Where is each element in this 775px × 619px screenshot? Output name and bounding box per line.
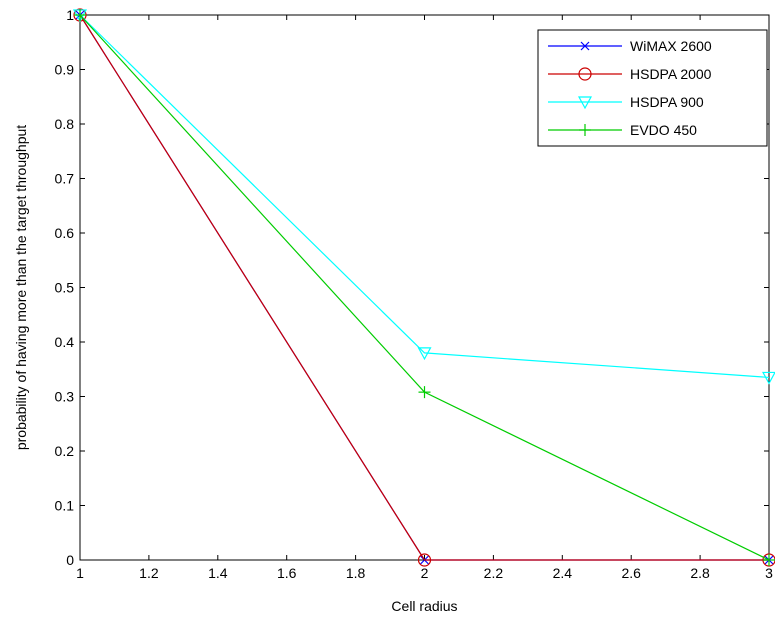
data-point-hsdpa-900 <box>417 347 432 361</box>
series-line-hsdpa-2000 <box>79 14 769 561</box>
x-tick-label: 2.8 <box>690 565 710 581</box>
series-line-hsdpa-900 <box>79 14 770 379</box>
y-tick-label: 0.1 <box>55 498 75 514</box>
x-tick-label: 1 <box>76 565 84 581</box>
legend-entry-hsdpa-2000: HSDPA 2000 <box>548 66 712 82</box>
y-tick-label: 1 <box>66 7 74 23</box>
series-layer <box>72 8 775 567</box>
legend-box <box>537 29 768 147</box>
legend-label: HSDPA 2000 <box>630 66 712 82</box>
y-tick-label: 0.8 <box>55 116 75 132</box>
x-tick-label: 2 <box>421 565 429 581</box>
y-tick-label: 0 <box>66 552 74 568</box>
legend-entry-hsdpa-900: HSDPA 900 <box>548 94 704 110</box>
y-axis-label: probability of having more than the targ… <box>13 125 29 450</box>
legend-marker <box>577 96 593 110</box>
data-point-evdo-450 <box>418 386 431 399</box>
legend-marker <box>579 124 591 136</box>
y-tick-label: 0.7 <box>55 171 75 187</box>
x-tick-label: 2.4 <box>553 565 573 581</box>
x-axis: 1 1.2 1.4 1.6 1.8 2 2.2 2.4 2.6 2.8 3 <box>76 15 773 581</box>
legend-entry-wimax-2600: WiMAX 2600 <box>548 38 712 54</box>
legend-label: EVDO 450 <box>630 122 697 138</box>
y-tick-label: 0.3 <box>55 389 75 405</box>
series-evdo-450 <box>74 9 775 566</box>
data-point-hsdpa-900 <box>761 371 775 385</box>
x-tick-label: 1.2 <box>139 565 159 581</box>
y-tick-label: 0.2 <box>55 443 75 459</box>
data-point-evdo-450 <box>74 9 86 21</box>
x-tick-label: 2.6 <box>621 565 641 581</box>
data-point-hsdpa-2000 <box>417 553 432 567</box>
legend-marker <box>580 41 590 51</box>
x-tick-label: 1.8 <box>346 565 366 581</box>
y-axis: 0 0.1 0.2 0.3 0.4 0.5 0.6 0.7 0.8 0.9 1 <box>55 7 769 568</box>
x-tick-label: 3 <box>765 565 773 581</box>
x-tick-label: 1.4 <box>208 565 228 581</box>
data-point-evdo-450 <box>763 554 775 566</box>
legend: WiMAX 2600 HSDPA 2000 HSDPA 900 EVDO 450 <box>537 29 768 147</box>
x-tick-label: 2.2 <box>484 565 504 581</box>
y-tick-label: 0.5 <box>55 280 75 296</box>
x-tick-label: 1.6 <box>277 565 297 581</box>
legend-marker <box>578 67 592 81</box>
legend-label: HSDPA 900 <box>630 94 704 110</box>
y-tick-label: 0.6 <box>55 225 75 241</box>
y-tick-label: 0.4 <box>55 334 75 350</box>
x-axis-label: Cell radius <box>391 598 457 614</box>
legend-entry-evdo-450: EVDO 450 <box>548 122 697 138</box>
legend-label: WiMAX 2600 <box>630 38 712 54</box>
y-tick-label: 0.9 <box>55 62 75 78</box>
